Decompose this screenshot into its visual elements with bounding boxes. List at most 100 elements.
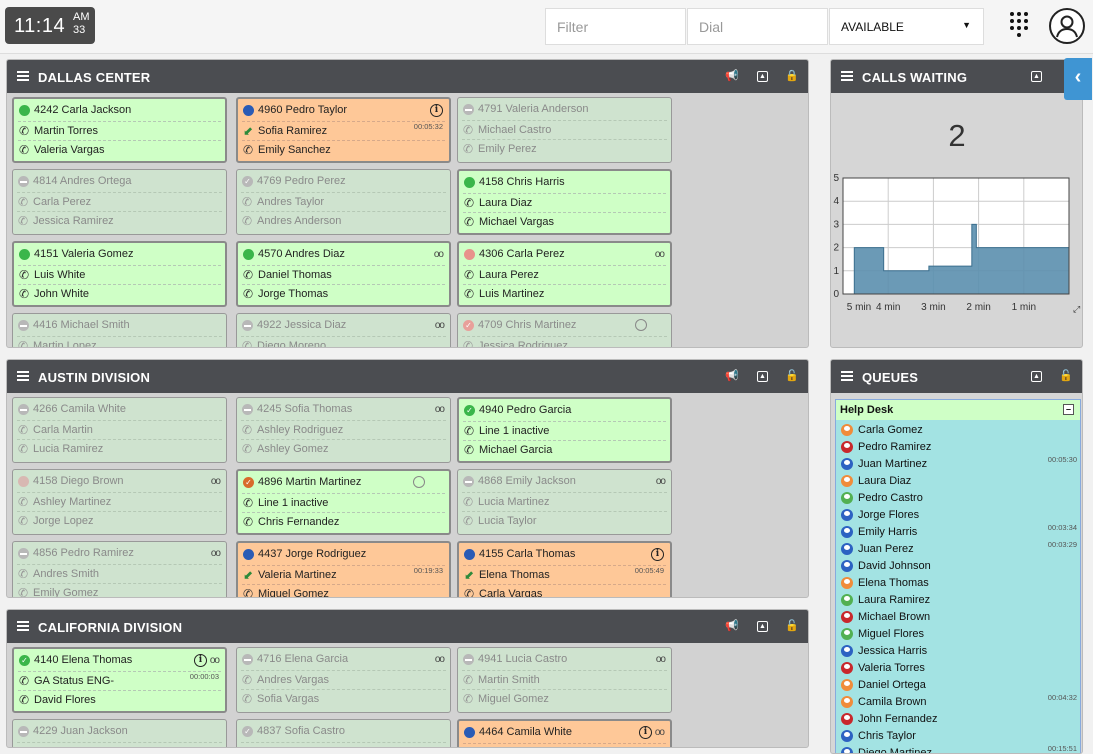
phone-icon: ✆ [242, 692, 253, 706]
queue-member[interactable]: Jessica Harris [836, 643, 1080, 660]
agent-card[interactable]: 4416 Michael Smith ✆ Martin Lopez✆ [12, 313, 227, 347]
panel-body: 4242 Carla Jackson ✆ Martin Torres ✆ Valeria… [7, 93, 808, 347]
line-1-label: GA Status ENG- [34, 675, 115, 687]
queue-member[interactable]: Jorge Flores [836, 507, 1080, 524]
agent-card[interactable]: 4242 Carla Jackson ✆ Martin Torres ✆ Valeria… [12, 97, 227, 163]
queue-member[interactable]: Diego Martinez 00:15:51 [836, 744, 1080, 753]
queue-member[interactable]: Chris Taylor [836, 728, 1080, 745]
agent-card[interactable]: 4868 Emily Jackson oo ✆ Lucia Martinez ✆ Luci… [457, 469, 672, 535]
megaphone-icon[interactable]: 📢 [725, 70, 739, 82]
queue-member[interactable]: Juan Perez 00:03:29 [836, 540, 1080, 558]
megaphone-icon[interactable]: 📢 [725, 620, 739, 632]
agent-name: 4266 Camila White [33, 403, 126, 415]
queue-member[interactable]: John Fernandez [836, 711, 1080, 728]
y-tick-label: 4 [833, 196, 839, 207]
status-select[interactable]: AVAILABLE ▼ [829, 8, 984, 45]
queue-member[interactable]: Emily Harris 00:03:34 [836, 523, 1080, 541]
info-icon[interactable]: i [639, 726, 652, 739]
minimize-icon[interactable]: ▲ [757, 71, 768, 82]
card-line-2: ✆ Valeria Vargas [18, 140, 221, 159]
agent-card[interactable]: ✓ 4940 Pedro Garcia ✆ Line 1 inactive ✆ Micha… [457, 397, 672, 463]
card-line-1: ✆ Andres Smith [17, 564, 222, 583]
agent-card[interactable]: 4570 Andres Diaz oo ✆ Daniel Thomas ✆ Jorge T… [236, 241, 451, 307]
agent-card[interactable]: ✓ 4769 Pedro Perez ✆ Andres Taylor ✆ Andres A… [236, 169, 451, 235]
unlock-icon[interactable]: 🔓 [1059, 370, 1073, 382]
chevron-down-icon: ▼ [962, 20, 971, 30]
card-line-1: ✆ Carla Martin [17, 420, 222, 439]
card-line-2: ✆ Jessica Ramirez [17, 211, 222, 230]
user-icon [841, 747, 853, 753]
agent-card[interactable]: 4266 Camila White ✆ Carla Martin ✆ Lucia Ram… [12, 397, 227, 463]
queue-member[interactable]: Michael Brown [836, 609, 1080, 626]
agent-card[interactable]: 4245 Sofia Thomas oo ✆ Ashley Rodriguez ✆ Ash… [236, 397, 451, 463]
menu-icon[interactable] [841, 371, 853, 381]
queue-member[interactable]: Elena Thomas [836, 575, 1080, 592]
status-value: AVAILABLE [841, 20, 904, 34]
queue-member[interactable]: Daniel Ortega [836, 677, 1080, 694]
minimize-icon[interactable]: ▲ [1031, 71, 1042, 82]
dial-input[interactable] [687, 8, 828, 45]
agent-card[interactable]: 4791 Valeria Anderson ✆ Michael Castro ✆ Emi… [457, 97, 672, 163]
agent-card[interactable]: ✓ 4140 Elena Thomas i oo ✆ GA Status ENG- 00:0… [12, 647, 227, 713]
minimize-icon[interactable]: ▲ [1031, 371, 1042, 382]
agent-card[interactable]: 4229 Juan Jackson✆✆ [12, 719, 227, 747]
menu-icon[interactable] [17, 71, 29, 81]
collapse-icon[interactable]: – [1063, 404, 1074, 415]
queue-member[interactable]: David Johnson [836, 558, 1080, 575]
minimize-icon[interactable]: ▲ [757, 621, 768, 632]
minimize-icon[interactable]: ▲ [757, 371, 768, 382]
lock-icon[interactable]: 🔒 [785, 70, 799, 82]
queue-member[interactable]: Laura Diaz [836, 473, 1080, 490]
agent-card[interactable]: 4155 Carla Thomas i ⬋ Elena Thomas 00:05:49 ✆… [457, 541, 672, 597]
agent-card[interactable]: 4960 Pedro Taylor i ⬋ Sofia Ramirez 00:05:32… [236, 97, 451, 163]
expand-icon[interactable]: ⤢ [1073, 304, 1081, 314]
clock-ampm: AM 33 [73, 11, 90, 36]
menu-icon[interactable] [841, 71, 853, 81]
status-available-icon [464, 177, 475, 188]
agent-card[interactable]: 4151 Valeria Gomez ✆ Luis White ✆ John White [12, 241, 227, 307]
queue-member[interactable]: Carla Gomez [836, 422, 1080, 439]
user-icon [841, 560, 853, 572]
queue-member[interactable]: Laura Ramirez [836, 592, 1080, 609]
agent-name: 4896 Martin Martinez [258, 476, 362, 488]
agent-card[interactable]: ✓4709 Chris Martinez✆Jessica Rodriguez✆ [457, 313, 672, 347]
agent-card[interactable]: 4158 Chris Harris ✆ Laura Diaz ✆ Michael Var… [457, 169, 672, 235]
user-icon [841, 662, 853, 674]
menu-icon[interactable] [17, 621, 29, 631]
line-1-label: Martin Smith [478, 674, 540, 686]
queue-member[interactable]: Pedro Ramirez [836, 439, 1080, 456]
user-avatar-icon[interactable] [1049, 8, 1085, 44]
card-line-2: ✆ Carla Vargas [463, 584, 666, 597]
agent-card[interactable]: 4856 Pedro Ramirez oo ✆ Andres Smith ✆ Emily … [12, 541, 227, 597]
card-line-1: ⬋ Elena Thomas 00:05:49 [463, 565, 666, 584]
agent-card[interactable]: 4306 Carla Perez oo ✆ Laura Perez ✆ Luis Mart… [457, 241, 672, 307]
chevron-left-icon[interactable]: ‹ [1064, 58, 1092, 100]
member-name: Diego Martinez [858, 747, 932, 753]
queue-member[interactable]: Camila Brown 00:04:32 [836, 693, 1080, 711]
queue-member[interactable]: Juan Martinez 00:05:30 [836, 455, 1080, 473]
agent-card[interactable]: 4158 Diego Brown oo ✆ Ashley Martinez ✆ Jorge… [12, 469, 227, 535]
menu-icon[interactable] [17, 371, 29, 381]
info-icon[interactable]: i [651, 548, 664, 561]
info-icon[interactable]: i [194, 654, 207, 667]
queue-member[interactable]: Valeria Torres [836, 660, 1080, 677]
agent-card[interactable]: 4814 Andres Ortega ✆ Carla Perez ✆ Jessica R… [12, 169, 227, 235]
megaphone-icon[interactable]: 📢 [725, 370, 739, 382]
filter-input[interactable] [545, 8, 686, 45]
unlock-icon[interactable]: 🔓 [785, 620, 799, 632]
phone-icon: ✆ [18, 586, 29, 597]
queue-member[interactable]: Pedro Castro [836, 490, 1080, 507]
agent-card[interactable]: ✓ 4896 Martin Martinez ✆ Line 1 inactive ✆ Ch… [236, 469, 451, 535]
dialpad-icon[interactable] [1010, 12, 1034, 40]
y-tick-label: 3 [833, 219, 839, 230]
agent-card[interactable]: ✓4837 Sofia Castro✆✆ [236, 719, 451, 747]
agent-card[interactable]: 4941 Lucia Castro oo ✆ Martin Smith ✆ Miguel … [457, 647, 672, 713]
unlock-icon[interactable]: 🔓 [785, 370, 799, 382]
agent-card[interactable]: 4437 Jorge Rodriguez ⬋ Valeria Martinez 00:… [236, 541, 451, 597]
agent-card[interactable]: 4716 Elena Garcia oo ✆ Andres Vargas ✆ Sofia … [236, 647, 451, 713]
queue-member[interactable]: Miguel Flores [836, 626, 1080, 643]
card-line-1: ✆ Lucia Martinez [462, 492, 667, 511]
info-icon[interactable]: i [430, 104, 443, 117]
